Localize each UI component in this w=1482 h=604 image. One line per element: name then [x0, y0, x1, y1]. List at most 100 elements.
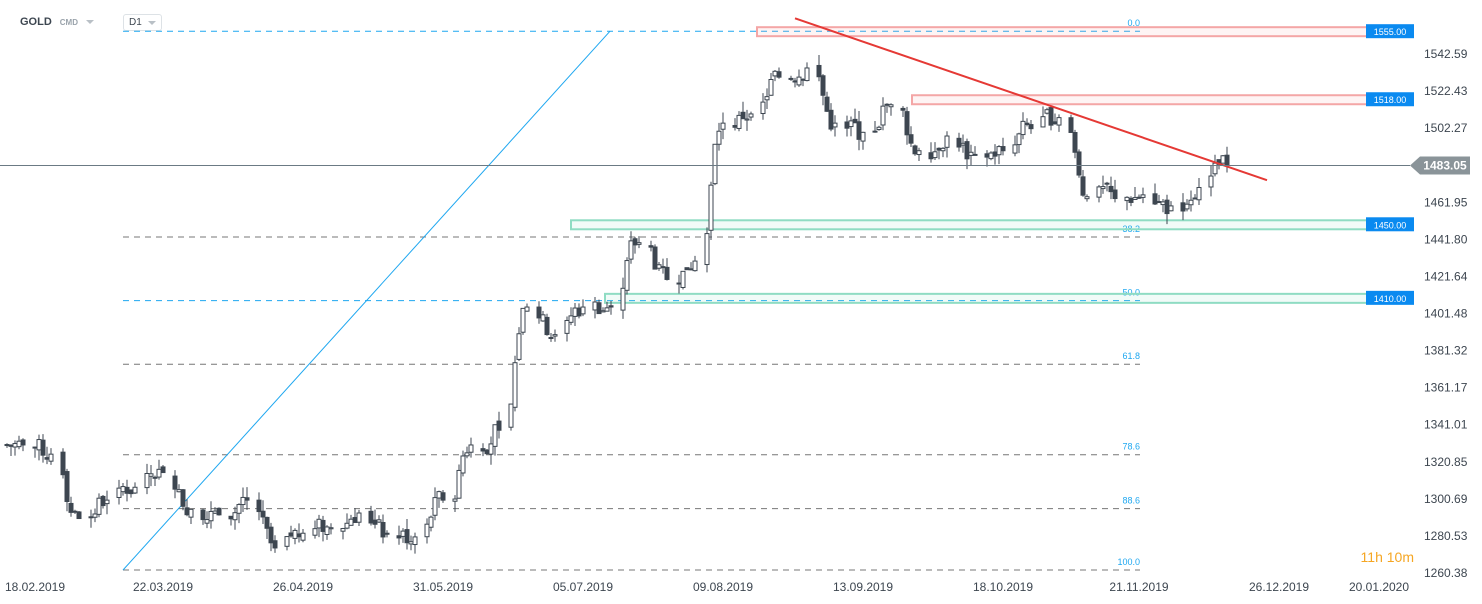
- y-tick-label: 1401.48: [1424, 307, 1468, 321]
- zone-price-tag: [1366, 290, 1414, 305]
- candle-body: [1028, 124, 1034, 130]
- candle-body: [236, 504, 242, 514]
- candle-body: [68, 502, 74, 513]
- candle-body: [268, 526, 274, 544]
- fib-level-label: 78.6: [1122, 442, 1140, 452]
- candle-body: [408, 541, 414, 545]
- candle-body: [688, 268, 694, 271]
- chevron-down-icon: [147, 20, 156, 25]
- y-tick-label: 1381.32: [1424, 344, 1468, 358]
- candle-body: [92, 513, 98, 518]
- candle-body: [912, 145, 918, 155]
- symbol-label: GOLD: [20, 16, 52, 28]
- candle-body: [132, 486, 138, 494]
- zone-rect: [756, 26, 1411, 38]
- candle-body: [764, 96, 770, 101]
- candle-body: [596, 302, 602, 315]
- candle-body: [1016, 133, 1022, 146]
- candle-body: [860, 131, 866, 142]
- candle-body: [1160, 201, 1166, 206]
- candle-body: [8, 444, 14, 447]
- x-tick-label: 20.01.2020: [1349, 580, 1409, 594]
- candle-body: [1164, 199, 1170, 215]
- candle-body: [968, 151, 974, 156]
- candle-body: [340, 528, 346, 532]
- fib-level-label: 0.0: [1127, 18, 1140, 28]
- fib-level-label: 61.8: [1122, 351, 1140, 361]
- candle-body: [704, 233, 710, 266]
- timeframe-select[interactable]: D1: [123, 14, 162, 31]
- fib-level-label: 50.0: [1122, 288, 1140, 298]
- candle-body: [648, 245, 654, 248]
- candle-body: [708, 184, 714, 231]
- candle-body: [284, 536, 290, 547]
- candle-body: [916, 150, 922, 156]
- candle-body: [1168, 205, 1174, 212]
- fib-base-line: [122, 30, 611, 571]
- candle-body: [148, 473, 154, 477]
- candle-body: [712, 143, 718, 185]
- candle-body: [964, 141, 970, 160]
- candle-body: [1224, 154, 1230, 166]
- candle-body: [1080, 176, 1086, 196]
- candle-body: [424, 523, 430, 538]
- candle-body: [804, 67, 810, 82]
- candle-body: [548, 336, 554, 339]
- candle-body: [1212, 162, 1218, 175]
- candle-body: [692, 260, 698, 272]
- candle-body: [404, 529, 410, 544]
- candle-body: [1184, 203, 1190, 210]
- candle-body: [124, 486, 130, 494]
- instrument-header: GOLD CMD: [20, 16, 94, 28]
- candle-body: [620, 287, 626, 311]
- candle-body: [716, 130, 722, 145]
- candle-body: [600, 310, 606, 313]
- candle-body: [488, 443, 494, 455]
- y-tick-label: 1260.38: [1424, 566, 1468, 580]
- candle-body: [544, 316, 550, 336]
- candle-body: [580, 306, 586, 315]
- candle-body: [1192, 197, 1198, 200]
- candle-body: [988, 152, 994, 160]
- candle-body: [76, 511, 82, 520]
- y-tick-label: 1461.95: [1424, 195, 1468, 209]
- candle-body: [664, 266, 670, 280]
- candle-body: [732, 125, 738, 128]
- candle-body: [180, 489, 186, 507]
- timeframe-value: D1: [129, 17, 142, 28]
- candle-body: [352, 517, 358, 523]
- candle-body: [32, 446, 38, 449]
- candle-body: [1180, 202, 1186, 212]
- candle-body: [660, 266, 666, 269]
- candle-body: [20, 439, 26, 446]
- chevron-down-icon[interactable]: [86, 20, 94, 24]
- candle-body: [200, 509, 206, 521]
- candle-body: [100, 495, 106, 507]
- y-tick-label: 1542.59: [1424, 47, 1468, 61]
- candle-body: [820, 75, 826, 96]
- y-tick-label: 1341.01: [1424, 418, 1468, 432]
- candle-body: [316, 518, 322, 529]
- candle-body: [564, 319, 570, 334]
- candle-body: [264, 516, 270, 529]
- candle-body: [228, 515, 234, 520]
- zone-price-tag: [1366, 217, 1414, 232]
- candle-body: [936, 147, 942, 151]
- candle-body: [212, 510, 218, 514]
- candle-body: [792, 80, 798, 83]
- y-tick-label: 1502.27: [1424, 121, 1468, 135]
- candle-body: [940, 147, 946, 152]
- candle-body: [992, 151, 998, 157]
- x-tick-label: 26.12.2019: [1249, 580, 1309, 594]
- candle-body: [208, 510, 214, 522]
- candle-body: [72, 510, 78, 513]
- candle-body: [384, 532, 390, 535]
- y-tick-label: 1320.85: [1424, 455, 1468, 469]
- candle-body: [656, 264, 662, 269]
- zone-rect: [604, 292, 1411, 304]
- candle-body: [496, 420, 502, 431]
- candle-body: [292, 529, 298, 539]
- candle-body: [852, 118, 858, 124]
